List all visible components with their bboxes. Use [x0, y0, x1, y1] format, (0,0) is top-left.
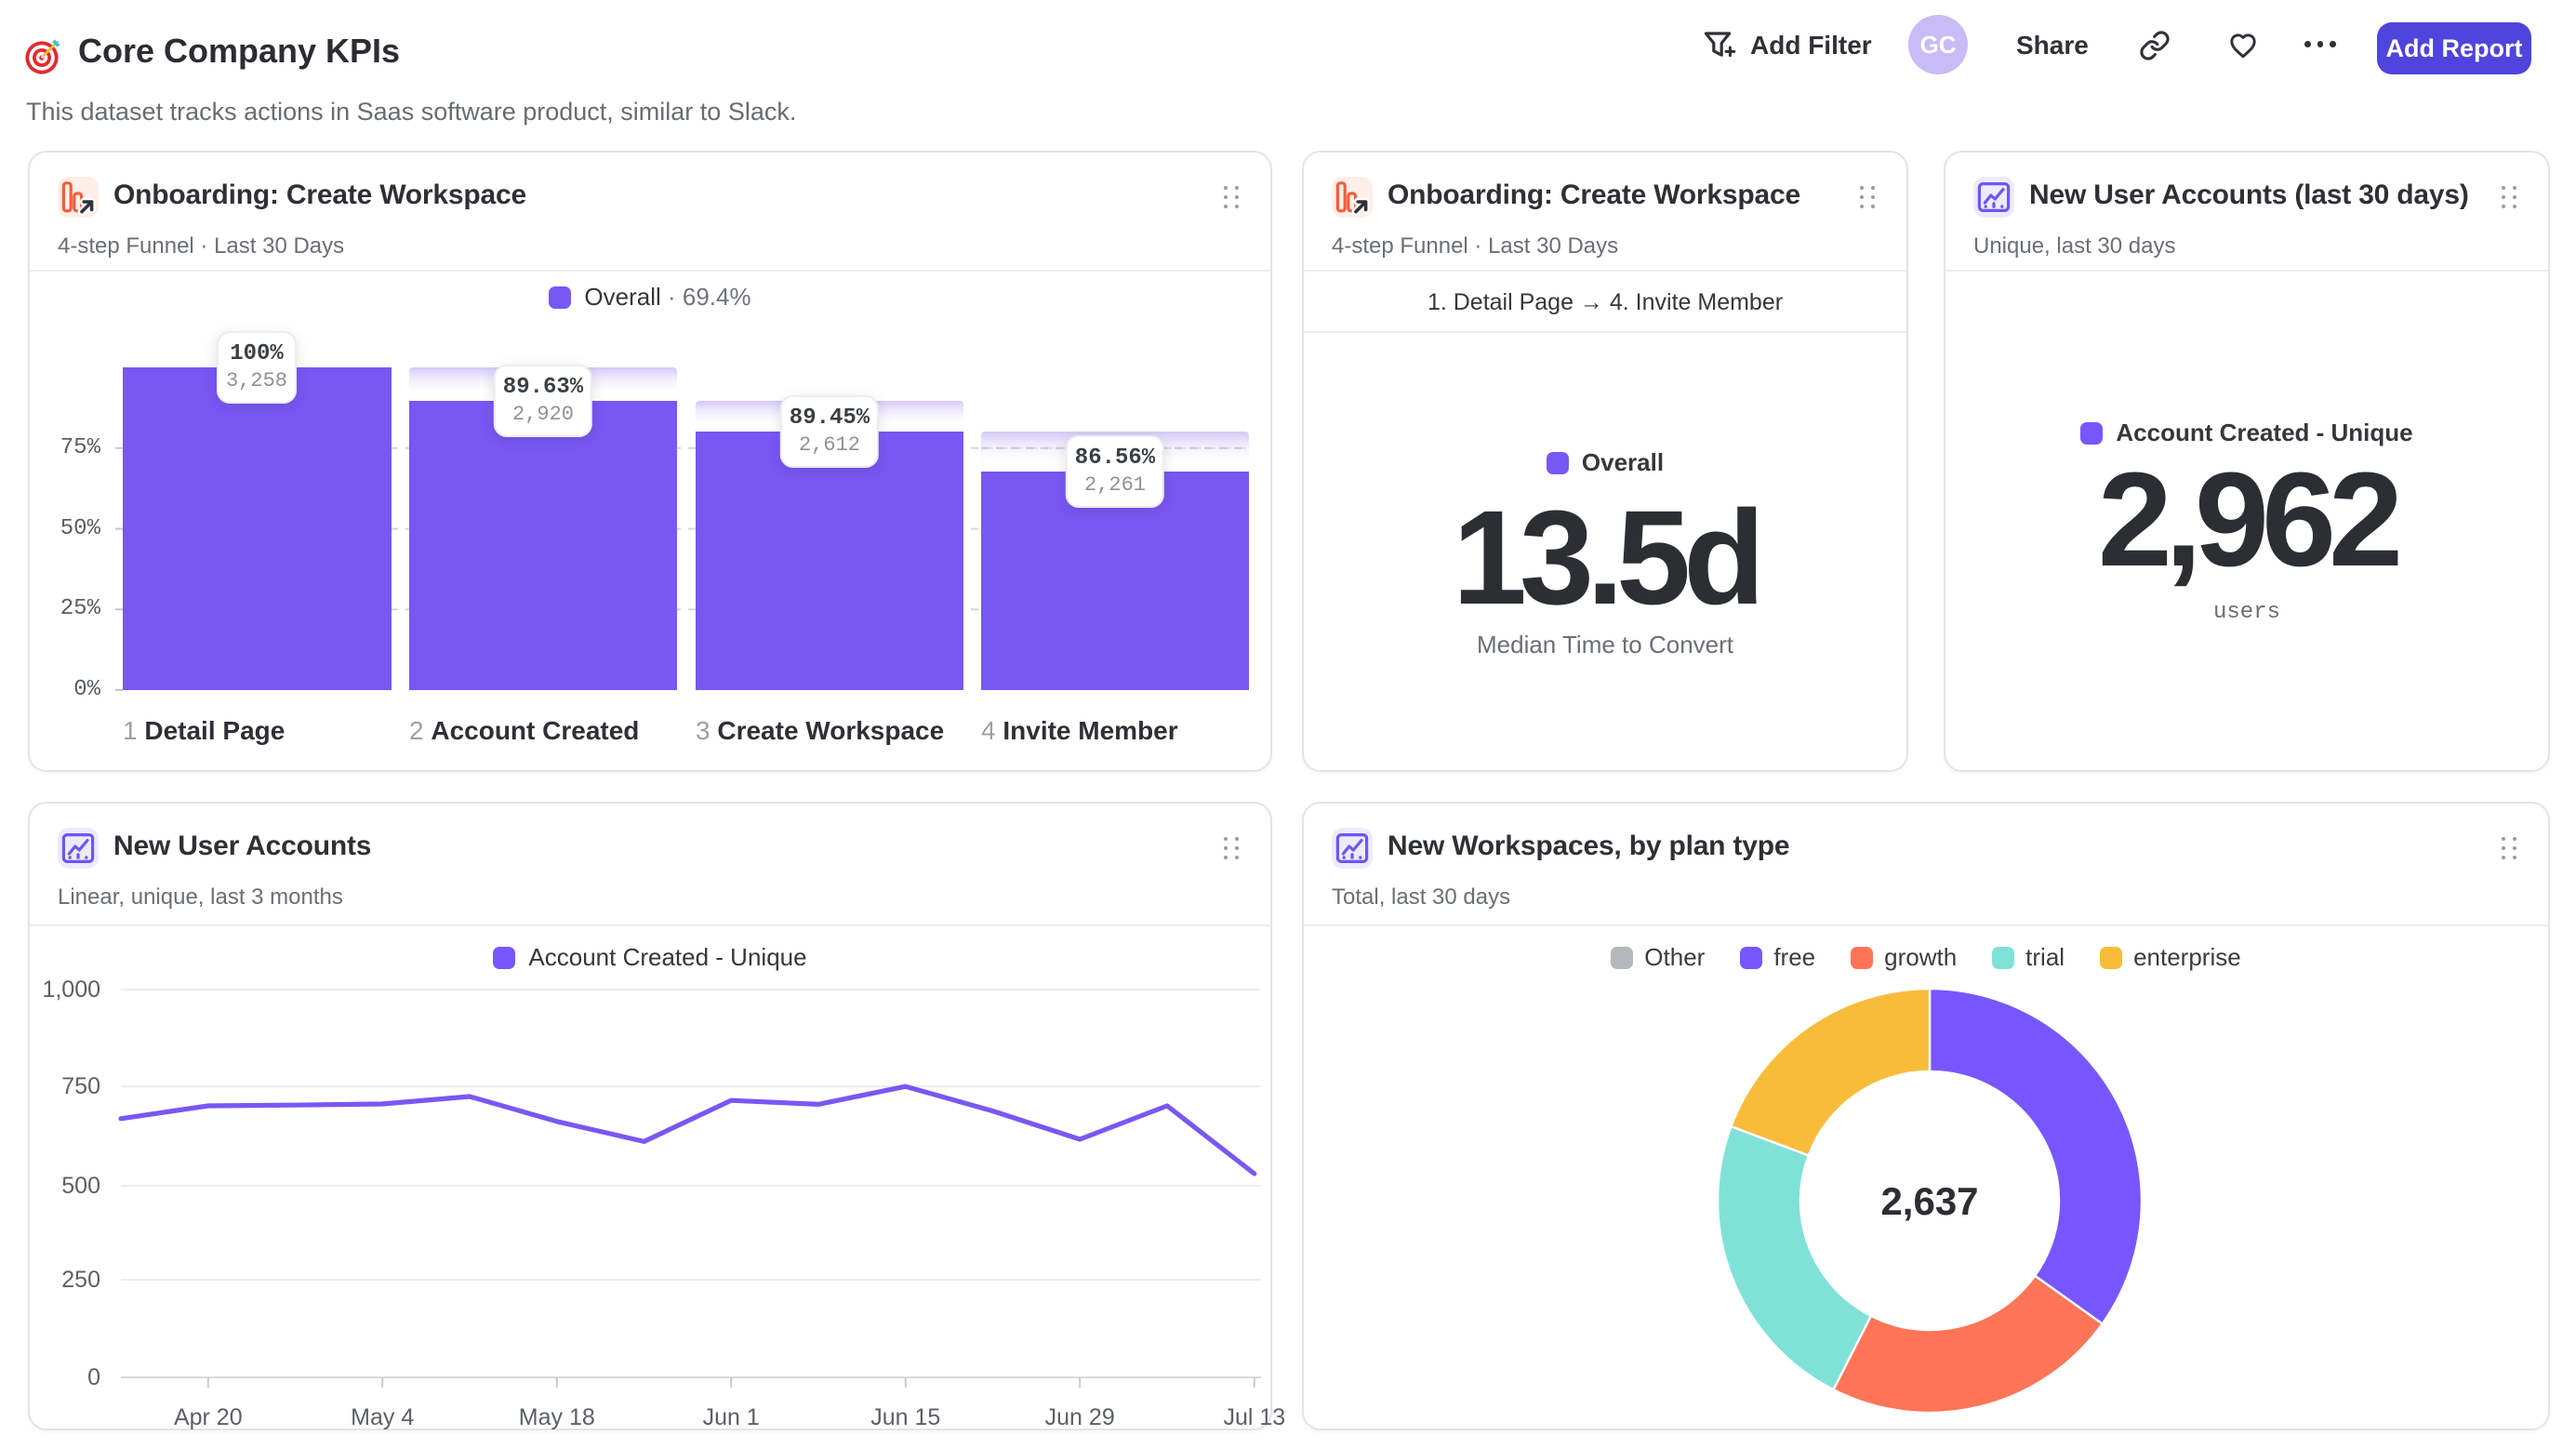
svg-text:2,637: 2,637 [1880, 1179, 1978, 1223]
